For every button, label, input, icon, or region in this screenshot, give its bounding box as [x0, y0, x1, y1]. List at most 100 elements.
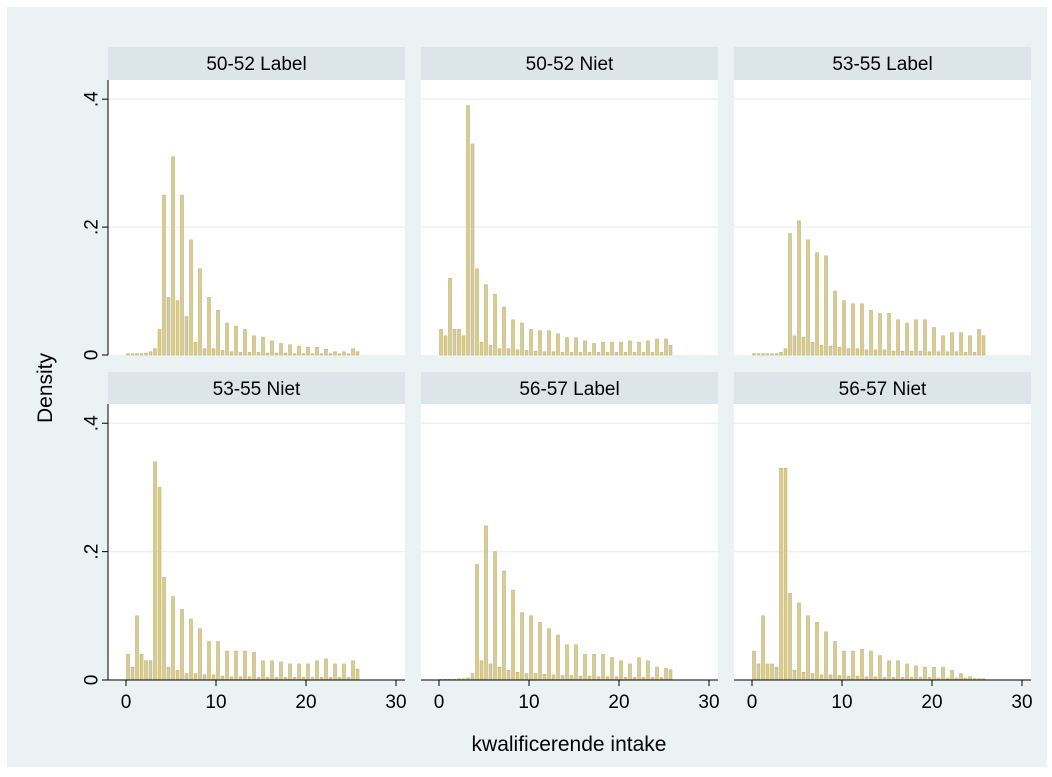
histogram-bar: [664, 338, 668, 356]
histogram-bar: [475, 268, 479, 356]
histogram-bar: [493, 551, 497, 681]
histogram-bar: [637, 341, 641, 356]
histogram-bar: [216, 641, 220, 681]
histogram-bar: [806, 239, 810, 356]
histogram-bar: [342, 663, 346, 681]
histogram-bar: [981, 335, 986, 356]
histogram-bar: [439, 329, 443, 356]
histogram-bar: [538, 330, 542, 356]
histogram-bar: [243, 329, 247, 356]
histogram-bar: [792, 335, 797, 356]
x-tick-label: 10: [205, 692, 226, 713]
histogram-bar: [157, 329, 162, 356]
histogram-bar: [256, 352, 261, 356]
histogram-bar: [659, 352, 664, 356]
histogram-bar: [806, 615, 810, 681]
histogram-bar: [520, 612, 524, 681]
histogram-bar: [565, 644, 569, 681]
panel-strip: [421, 47, 718, 80]
x-tick-label: 30: [385, 692, 406, 713]
histogram-bar: [565, 337, 569, 356]
histogram-bar: [779, 352, 783, 356]
x-tick-label: 30: [698, 692, 719, 713]
histogram-bar: [297, 663, 301, 681]
histogram-bar: [225, 322, 229, 356]
panel-strip: [734, 47, 1031, 80]
histogram-bar: [533, 350, 538, 356]
histogram-bar: [351, 660, 355, 681]
x-tick-label: 20: [295, 692, 316, 713]
histogram-bar: [511, 589, 515, 681]
histogram-bar: [166, 297, 171, 356]
histogram-bar: [945, 351, 950, 356]
histogram-bar: [529, 329, 533, 356]
histogram-bar: [126, 654, 130, 681]
histogram-bar: [959, 332, 963, 356]
histogram-bar: [135, 615, 139, 681]
histogram-bar: [887, 313, 891, 356]
histogram-bar: [851, 650, 855, 681]
histogram-bar: [950, 332, 954, 356]
histogram-bar: [333, 351, 337, 356]
histogram-bar: [234, 650, 238, 681]
histogram-bar: [583, 340, 587, 356]
histogram-bar: [752, 650, 756, 681]
histogram-bar: [524, 673, 529, 681]
histogram-bar: [279, 661, 283, 681]
panel-56-57-label: 56-57 Label 0 10 20 30: [421, 372, 720, 713]
y-axis-title: Density: [34, 352, 57, 423]
histogram-bar: [175, 300, 180, 356]
histogram-bar: [972, 352, 977, 356]
histogram-bar: [551, 674, 556, 681]
histogram-bar: [216, 309, 220, 356]
histogram-bar: [502, 306, 506, 356]
x-axis-title: kwalificerende intake: [472, 733, 667, 756]
histogram-bar: [833, 641, 837, 681]
histogram-bar: [135, 353, 139, 356]
histogram-bar: [869, 650, 873, 681]
histogram-bar: [184, 316, 189, 356]
histogram-bar: [596, 352, 601, 356]
histogram-bar: [587, 352, 592, 356]
histogram-bar: [788, 233, 792, 356]
histogram-bar: [315, 347, 319, 356]
y-tick-label: .4: [82, 415, 103, 431]
histogram-bar: [610, 657, 614, 681]
histogram-bar: [801, 336, 806, 356]
histogram-bar: [506, 670, 511, 681]
histogram-bar: [891, 350, 896, 356]
histogram-bar: [524, 350, 529, 356]
histogram-bar: [873, 349, 878, 356]
histogram-bar: [959, 673, 963, 681]
histogram-bar: [542, 673, 547, 681]
histogram-bar: [587, 675, 592, 681]
x-tick-label: 20: [608, 692, 629, 713]
histogram-bar: [792, 670, 797, 681]
histogram-bar: [632, 352, 637, 356]
histogram-bar: [511, 319, 515, 356]
histogram-bar: [592, 654, 596, 681]
histogram-bar: [610, 341, 614, 356]
histogram-bar: [342, 351, 346, 356]
histogram-bar: [637, 657, 641, 681]
histogram-bar: [144, 660, 148, 681]
histogram-bar: [198, 628, 202, 681]
histogram-bar: [497, 666, 502, 681]
histogram-bar: [560, 352, 565, 356]
y-tick-label: .4: [82, 91, 103, 107]
histogram-bar: [461, 335, 466, 356]
histogram-bar: [355, 668, 360, 681]
histogram-bar: [842, 300, 846, 356]
histogram-bar: [923, 319, 927, 356]
histogram-bar: [765, 663, 770, 681]
histogram-bar: [139, 654, 144, 681]
histogram-bar: [193, 673, 198, 681]
histogram-bar: [770, 663, 774, 681]
histogram-bar: [470, 673, 475, 681]
histogram-bar: [560, 675, 565, 681]
histogram-bar: [882, 349, 887, 356]
x-tick-label: 0: [121, 692, 132, 713]
histogram-bar: [574, 337, 578, 356]
histogram-bar: [932, 666, 936, 681]
histogram-bar: [207, 297, 211, 356]
